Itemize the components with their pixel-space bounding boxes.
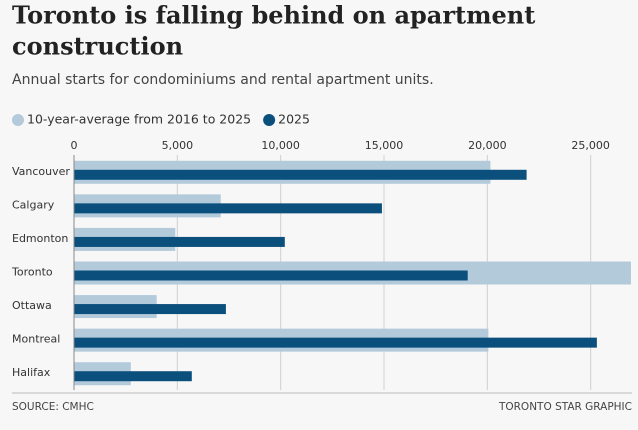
x-tick-label: 5,000 — [162, 139, 194, 152]
legend-label: 2025 — [278, 112, 310, 127]
chart-title: construction — [12, 32, 183, 61]
credit: TORONTO STAR GRAPHIC — [498, 401, 632, 413]
legend-swatch — [12, 114, 24, 126]
y-tick-label: Ottawa — [12, 299, 52, 312]
subtitle: Annual starts for condominiums and renta… — [12, 72, 434, 88]
bar — [74, 337, 597, 348]
y-tick-label: Edmonton — [12, 232, 68, 245]
y-tick-label: Montreal — [12, 333, 60, 346]
x-tick-label: 25,000 — [571, 139, 610, 152]
source: SOURCE: CMHC — [12, 401, 94, 413]
bar — [74, 270, 468, 281]
bar — [74, 236, 285, 247]
bar — [74, 371, 192, 382]
chart-title: Toronto is falling behind on apartment — [12, 1, 535, 30]
legend-swatch — [263, 114, 276, 126]
bar — [74, 304, 226, 315]
x-tick-label: 20,000 — [468, 139, 507, 152]
bar — [74, 169, 527, 180]
x-tick-label: 15,000 — [365, 139, 404, 152]
x-tick-label: 0 — [71, 139, 78, 152]
y-tick-label: Halifax — [12, 366, 51, 379]
legend-label: 10-year-average from 2016 to 2025 — [27, 112, 251, 127]
bar — [74, 203, 382, 214]
y-tick-label: Toronto — [11, 266, 53, 279]
y-tick-label: Calgary — [12, 198, 55, 211]
x-tick-label: 10,000 — [261, 139, 300, 152]
y-tick-label: Vancouver — [12, 165, 70, 178]
